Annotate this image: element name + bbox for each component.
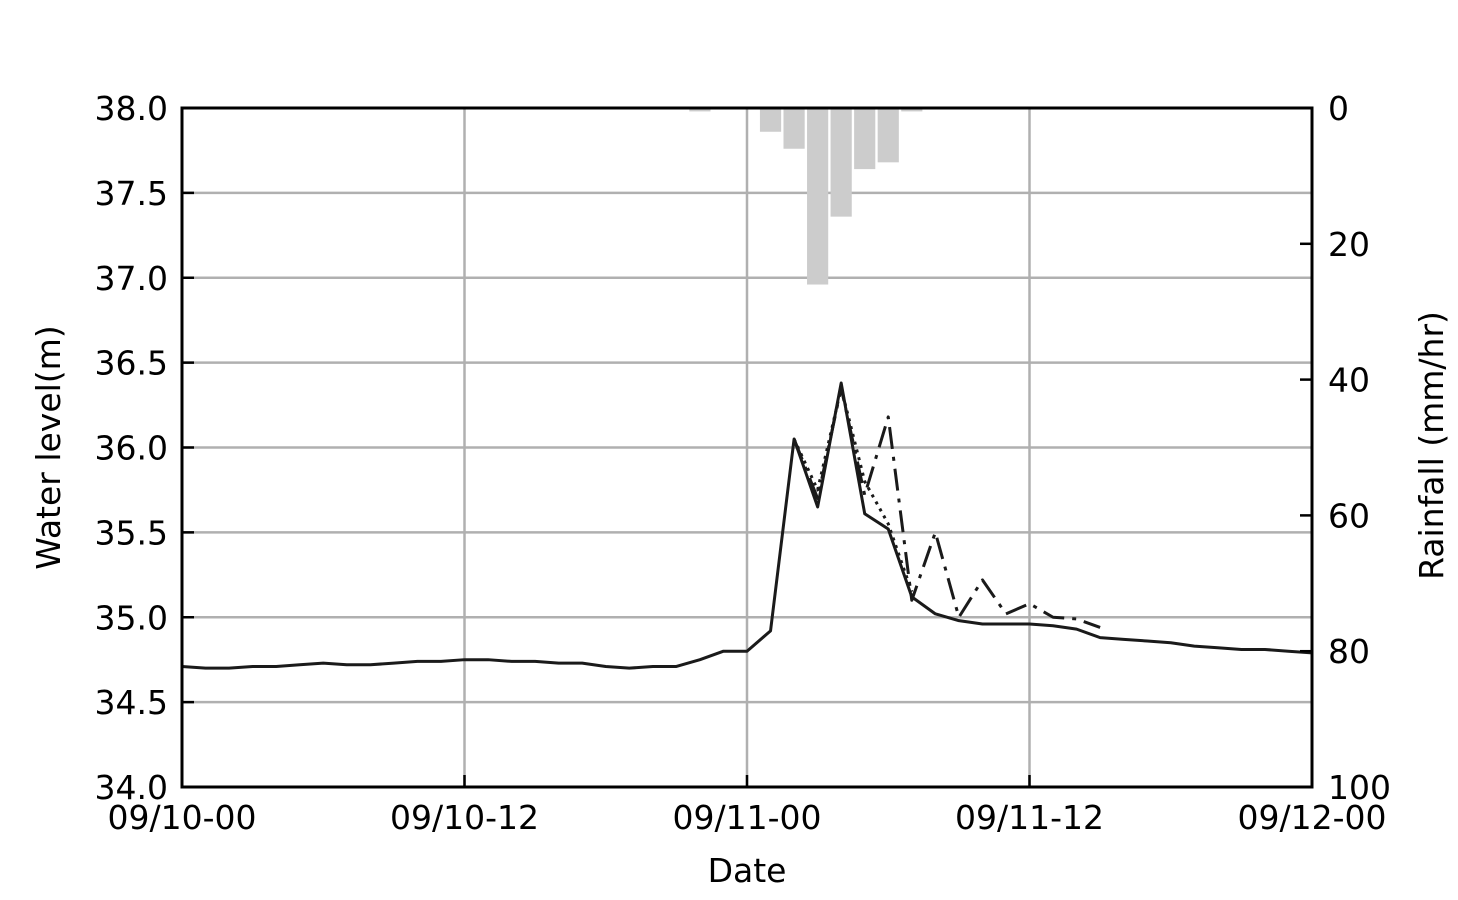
series-line-dashdot	[792, 386, 1101, 629]
series-line-solid	[181, 381, 1313, 670]
grid-lines	[182, 108, 1312, 787]
x-tick-label: 09/10-00	[108, 798, 257, 837]
water-level-lines	[181, 381, 1313, 670]
rainfall-bar	[689, 108, 711, 112]
y-tick-label: 34.5	[95, 683, 168, 722]
x-tick-label: 09/11-00	[673, 798, 822, 837]
tick-labels: 09/10-00 09/10-12 09/11-00 09/11-12 09/12-00…	[95, 89, 1391, 837]
y-tick-label: 36.0	[95, 429, 168, 468]
y2-tick-label: 100	[1328, 768, 1391, 807]
y-axis-title: Water level(m)	[29, 325, 68, 569]
y2-tick-label: 20	[1328, 225, 1370, 264]
rainfall-bar	[877, 108, 899, 163]
x-tick-label: 09/11-12	[955, 798, 1104, 837]
rainfall-bars	[689, 108, 923, 285]
rainfall-bar	[783, 108, 805, 149]
y-tick-label: 34.0	[95, 768, 168, 807]
y2-tick-label: 40	[1328, 361, 1370, 400]
y-tick-label: 38.0	[95, 89, 168, 128]
x-tick-label: 09/10-12	[390, 798, 539, 837]
y-tick-label: 36.5	[95, 344, 168, 383]
series-line-dotted	[792, 386, 914, 593]
y-tick-label: 35.5	[95, 513, 168, 552]
rainfall-bar	[854, 108, 876, 170]
x-axis-title: Date	[708, 851, 787, 890]
rainfall-bar	[901, 108, 923, 112]
y-tick-label: 37.5	[95, 174, 168, 213]
y-tick-label: 35.0	[95, 598, 168, 637]
y2-tick-label: 0	[1328, 89, 1349, 128]
rainfall-bar	[830, 108, 852, 217]
y2-tick-label: 60	[1328, 496, 1370, 535]
axis-ticks	[180, 106, 1314, 789]
y-tick-label: 37.0	[95, 259, 168, 298]
y2-axis-title: Rainfall (mm/hr)	[1412, 311, 1451, 580]
rainfall-bar	[759, 108, 782, 132]
y2-tick-label: 80	[1328, 632, 1370, 671]
rainfall-bar	[807, 108, 829, 285]
x-tick-label: 09/12-00	[1238, 798, 1387, 837]
